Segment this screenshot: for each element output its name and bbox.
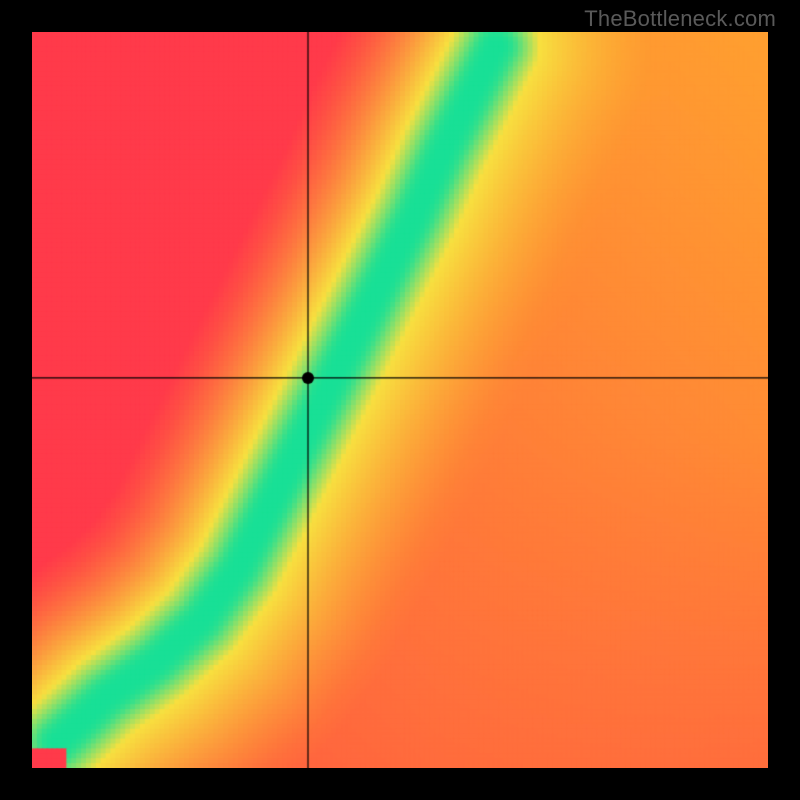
watermark-label: TheBottleneck.com bbox=[584, 6, 776, 32]
chart-container: TheBottleneck.com bbox=[0, 0, 800, 800]
bottleneck-heatmap bbox=[32, 32, 768, 768]
